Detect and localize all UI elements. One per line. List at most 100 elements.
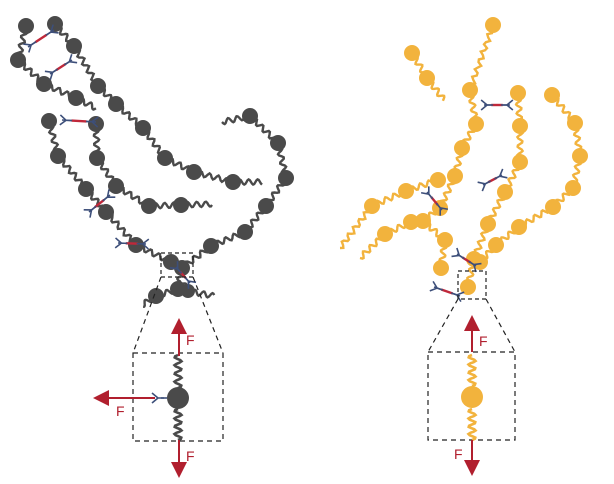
crosslinker-y-icon <box>429 280 444 292</box>
right-network-panel <box>339 17 588 303</box>
crosslink <box>114 237 150 250</box>
crosslinker-arm <box>23 41 37 53</box>
bead <box>108 178 124 194</box>
crosslinker-y-icon <box>450 291 465 303</box>
chain-spring-segment <box>466 353 478 388</box>
bead <box>480 216 496 232</box>
crosslinker-y-icon <box>102 189 116 202</box>
polymer-chain <box>359 214 419 260</box>
bead <box>437 232 453 248</box>
bead <box>173 197 189 213</box>
crosslink <box>477 168 508 192</box>
bead <box>461 386 483 408</box>
bead <box>403 214 419 230</box>
crosslink-link <box>71 119 87 123</box>
crosslink <box>59 114 99 128</box>
right-zoom-inset: F F <box>427 270 516 476</box>
bead <box>135 120 151 136</box>
bead <box>377 226 393 242</box>
polymer-chain <box>10 18 97 111</box>
crosslinker-y-icon <box>451 247 465 260</box>
polymer-chain <box>472 87 588 270</box>
bead <box>404 45 420 61</box>
crosslinker-y-icon <box>477 180 491 192</box>
bead <box>203 238 219 254</box>
right-zoom-source-box <box>457 270 487 300</box>
polymer-chain <box>143 108 294 308</box>
right-zoom-guide-right <box>485 298 516 353</box>
chain-spring-segment <box>339 204 372 250</box>
crosslinker-y-icon <box>468 260 482 273</box>
bead <box>157 150 173 166</box>
bead <box>141 198 157 214</box>
crosslink <box>23 24 59 53</box>
crosslinker-arm <box>114 237 128 249</box>
bead <box>454 140 470 156</box>
crosslinker-arm <box>136 238 150 250</box>
crosslinker-arm <box>480 99 494 111</box>
crosslinker-y-icon <box>500 99 514 111</box>
bead <box>18 18 34 34</box>
bead <box>460 279 476 295</box>
polymer-chain <box>88 116 213 214</box>
bead <box>181 284 195 298</box>
right-force-up-label: F <box>479 333 488 349</box>
bead <box>258 198 274 214</box>
bead <box>415 213 431 229</box>
left-network-panel <box>10 16 294 308</box>
right-force-down-label: F <box>454 446 463 462</box>
polymer-chain <box>460 85 528 295</box>
polymer-chain <box>41 113 179 270</box>
crosslinker-arm <box>45 24 59 36</box>
crosslink-link <box>440 288 454 295</box>
bead <box>485 17 501 33</box>
bead <box>270 135 286 151</box>
crosslinker-arm <box>59 114 73 126</box>
bead <box>88 116 104 132</box>
bead <box>36 76 52 92</box>
crosslinker-y-icon <box>114 237 128 249</box>
left-force-down-label: F <box>186 448 195 464</box>
bead <box>468 116 484 132</box>
crosslinker-y-icon <box>420 186 434 200</box>
left-zoom-inset: F F F <box>93 252 224 478</box>
crosslink <box>420 186 449 216</box>
crosslinker-arm <box>63 53 78 66</box>
crosslinker-y-icon <box>23 41 37 53</box>
left-force-left-label: F <box>116 403 125 419</box>
bead <box>225 174 241 190</box>
left-zoom-source-box <box>160 252 194 278</box>
bead <box>512 118 528 134</box>
crosslinker-y-icon <box>63 53 78 66</box>
polymer-chain <box>47 16 263 190</box>
bead <box>278 170 294 186</box>
crosslinker-arm <box>494 168 508 180</box>
crosslinker-y-icon <box>151 392 164 404</box>
crosslinker-arm <box>468 260 482 273</box>
bead <box>544 87 560 103</box>
bead <box>47 16 63 32</box>
bead <box>462 82 478 98</box>
crosslink <box>83 189 116 218</box>
bead <box>50 148 66 164</box>
crosslinker-arm <box>83 205 97 218</box>
bead <box>89 150 105 166</box>
bead <box>433 260 449 276</box>
crosslinker-y-icon <box>85 116 99 128</box>
crosslinker-y-icon <box>83 205 97 218</box>
bead <box>66 38 82 54</box>
crosslinker-y-icon <box>435 202 449 216</box>
bead <box>512 154 528 170</box>
bead <box>167 387 189 409</box>
crosslink <box>480 99 514 111</box>
left-zoom-guide-right <box>192 276 224 354</box>
crosslinker-arm <box>429 280 444 292</box>
crosslinker-arm <box>85 116 99 128</box>
bead <box>488 237 504 253</box>
crosslinker-arm <box>477 180 491 192</box>
bead <box>68 90 84 106</box>
chain-spring-segment <box>172 407 184 442</box>
bead <box>237 224 253 240</box>
left-force-up-label: F <box>186 332 195 348</box>
